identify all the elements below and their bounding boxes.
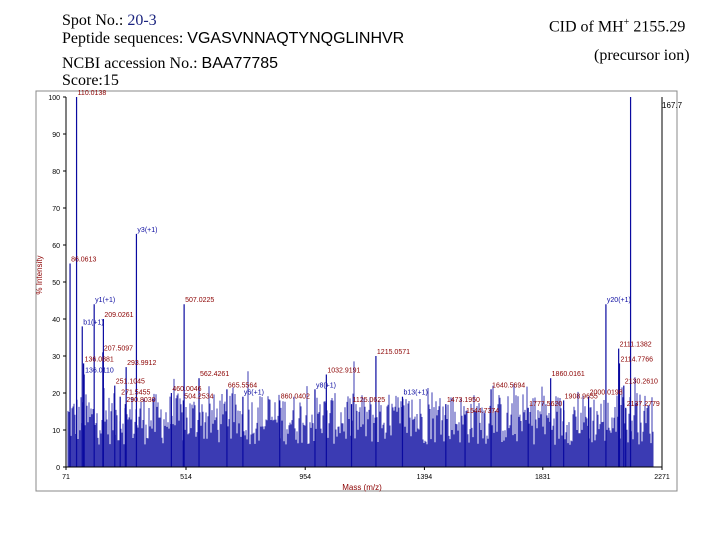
peptide-value: VGASVNNAQTYNQGLINHVR <box>187 30 405 47</box>
peak-label: y3(+1) <box>137 227 157 234</box>
peak-label: 1640.5694 <box>492 382 525 389</box>
peak-label: 1125.0625 <box>353 397 386 404</box>
peak-label: 665.5564 <box>228 382 257 389</box>
precursor-line: (precursor ion) <box>594 47 690 64</box>
peak-label: 1777.5620 <box>529 401 562 408</box>
cid-sup: + <box>623 17 630 28</box>
peak-label: 1215.0571 <box>377 349 410 356</box>
peak-label: 460.0046 <box>172 386 201 393</box>
peak-label: 860.0402 <box>281 393 310 400</box>
peak-label: 136.0110 <box>85 368 114 375</box>
x-tick-label: 2271 <box>654 474 670 481</box>
y-tick-label: 40 <box>52 317 60 324</box>
peak-label: 1032.9191 <box>327 368 360 375</box>
peak-label: 2000.0198 <box>590 390 623 397</box>
peak-label: 2137.2779 <box>627 401 660 408</box>
peak-label: 271.5455 <box>121 390 150 397</box>
peak-label: 209.0261 <box>104 312 133 319</box>
precursor-text: (precursor ion) <box>594 47 690 64</box>
cid-line: CID of MH+ 2155.29 <box>549 14 685 35</box>
peak-label: 2130.2610 <box>625 379 658 386</box>
peak-label: 293.9912 <box>127 360 156 367</box>
x-tick-label: 71 <box>62 474 70 481</box>
x-tick-label: 1394 <box>417 474 433 481</box>
y-tick-label: 50 <box>52 280 60 287</box>
y-tick-label: 20 <box>52 391 60 398</box>
peak-label: 562.4261 <box>200 371 229 378</box>
spot-label: Spot No.: <box>62 12 128 29</box>
y-tick-label: 30 <box>52 354 60 361</box>
y-tick-label: 100 <box>48 95 60 102</box>
x-tick-label: 514 <box>180 474 192 481</box>
peak-label: 136.0881 <box>85 356 114 363</box>
peptide-label: Peptide sequences: <box>62 30 188 47</box>
peak-label: 110.0138 <box>78 90 107 97</box>
peak-label: b13(+1) <box>403 390 427 397</box>
score-text: Score:15 <box>62 72 119 89</box>
peak-label: 251.1045 <box>116 379 145 386</box>
peak-label: 507.0225 <box>185 297 214 304</box>
peak-label: b1(+1) <box>83 319 103 326</box>
cid-prefix: CID of MH <box>549 18 624 36</box>
peak-labels-group: 110.0138 86.0613 b1(+1) 136.0881 136.0110 y1(… <box>71 90 660 415</box>
ncbi-value: BAA77785 <box>201 55 279 72</box>
y-tick-label: 70 <box>52 206 60 213</box>
y-tick-label: 80 <box>52 169 60 176</box>
ncbi-label: NCBI accession No.: <box>62 55 202 72</box>
ncbi-line: NCBI accession No.: BAA77785 <box>62 55 278 72</box>
peaks-group <box>69 97 632 467</box>
peak-label: 2111.1382 <box>620 342 652 349</box>
peak-label: 1908.9655 <box>565 393 598 400</box>
peptide-line: Peptide sequences: VGASVNNAQTYNQGLINHVR <box>62 30 404 47</box>
y-tick-label: 10 <box>52 428 60 435</box>
score-line: Score:15 <box>62 72 119 89</box>
peak-label: y8(+1) <box>316 382 336 389</box>
peak-label: 86.0613 <box>71 257 96 264</box>
x-axis-label: Mass (m/z) <box>342 483 382 492</box>
peak-label: 290.8030 <box>126 397 155 404</box>
spot-line: Spot No.: 20-3 <box>62 12 157 29</box>
x-tick-label: 1831 <box>535 474 551 481</box>
axes-group: 0 10 20 30 40 50 60 70 80 90 100 71 514 954 1394 1831 22… <box>48 95 670 481</box>
max-intensity-label: 167.7 <box>662 101 683 110</box>
y-tick-label: 0 <box>56 465 60 472</box>
cid-value: 2155.29 <box>629 18 686 36</box>
peak-label: y1(+1) <box>95 297 115 304</box>
peak-label: y6(+1) <box>244 390 264 397</box>
peak-label: y20(+1) <box>607 297 631 304</box>
peak-label: 1860.0161 <box>552 371 585 378</box>
peak-label: 504.2534 <box>184 393 213 400</box>
peak-label: 1544.7374 <box>466 408 499 415</box>
y-tick-label: 90 <box>52 132 60 139</box>
peak-label: 2114.7766 <box>620 356 653 363</box>
spot-value: 20-3 <box>127 12 157 29</box>
x-tick-label: 954 <box>299 474 311 481</box>
peak-label: 1473.1950 <box>447 397 480 404</box>
y-tick-label: 60 <box>52 243 60 250</box>
peak-label: 207.5097 <box>104 345 133 352</box>
y-axis-label: % Intensity <box>35 255 44 294</box>
